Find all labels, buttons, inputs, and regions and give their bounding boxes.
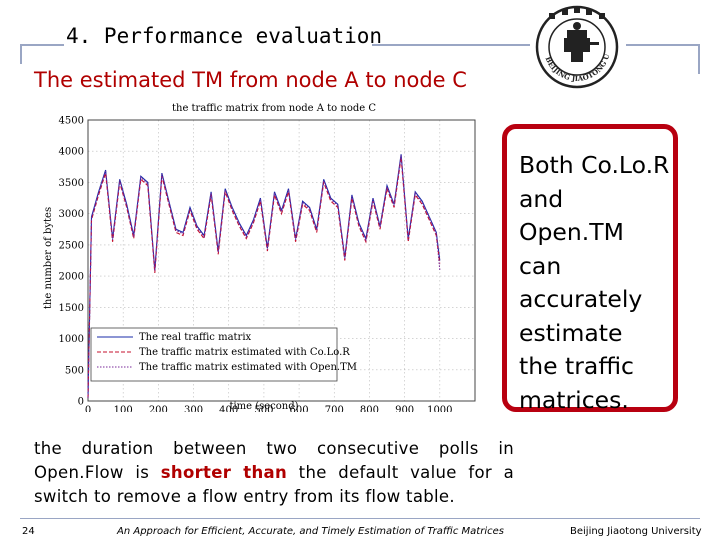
chart-y-axis-label: the number of bytes bbox=[43, 207, 54, 309]
callout-line: estimate bbox=[519, 318, 623, 347]
y-tick-label: 3500 bbox=[59, 178, 84, 189]
callout-line: the traffic bbox=[519, 352, 634, 380]
body-text-part2: the default value for a switch to remove… bbox=[34, 463, 514, 506]
frame-left-line bbox=[20, 44, 22, 64]
x-tick-label: 600 bbox=[290, 405, 309, 412]
chart-plot-frame bbox=[87, 119, 476, 402]
chart-title: the traffic matrix from node A to node C bbox=[172, 103, 376, 114]
series-line-3 bbox=[87, 155, 441, 398]
slide-subtitle: The estimated TM from node A to node C bbox=[34, 68, 467, 92]
y-tick-label: 500 bbox=[65, 365, 84, 376]
frame-right-line bbox=[698, 44, 700, 74]
section-title: 4. Performance evaluation bbox=[66, 24, 383, 48]
x-tick-label: 200 bbox=[149, 405, 168, 412]
body-highlight: shorter than bbox=[160, 463, 288, 482]
legend-label: The real traffic matrix bbox=[139, 332, 252, 343]
body-text-part1: the duration between two consecutive pol… bbox=[34, 439, 514, 482]
y-tick-label: 3000 bbox=[59, 209, 84, 220]
callout-line: can bbox=[519, 251, 562, 280]
chart-series-lines bbox=[87, 154, 441, 398]
frame-bottom-line bbox=[20, 518, 700, 519]
frame-top-right-line bbox=[372, 44, 530, 46]
callout-line: Both Co.Lo.R bbox=[519, 151, 670, 179]
footer-paper-title: An Approach for Efficient, Accurate, and… bbox=[117, 526, 504, 537]
page-number: 24 bbox=[22, 526, 35, 537]
legend-label: The traffic matrix estimated with Co.Lo.… bbox=[139, 347, 350, 358]
y-tick-label: 0 bbox=[78, 397, 84, 408]
chart-x-axis-label: time (second) bbox=[229, 401, 298, 412]
body-paragraph: the duration between two consecutive pol… bbox=[34, 437, 514, 509]
x-tick-label: 1000 bbox=[427, 405, 452, 412]
y-tick-label: 1500 bbox=[59, 303, 84, 314]
y-tick-label: 2000 bbox=[59, 272, 84, 283]
callout-line: matrices. bbox=[519, 385, 629, 414]
x-tick-label: 100 bbox=[114, 405, 133, 412]
conclusion-callout: Both Co.Lo.R and Open.TM can accurately … bbox=[502, 124, 678, 414]
frame-top-left-line bbox=[20, 44, 64, 46]
callout-line: accurately bbox=[519, 285, 643, 313]
university-seal-icon: BEIJING JIAOTONG UNIVERSITY bbox=[531, 4, 619, 89]
chart-legend: The real traffic matrix The traffic matri… bbox=[90, 327, 357, 382]
y-tick-label: 2500 bbox=[59, 240, 84, 251]
x-tick-label: 500 bbox=[254, 405, 273, 412]
y-tick-label: 1000 bbox=[59, 334, 84, 345]
frame-top-far-right-line bbox=[626, 44, 700, 46]
x-tick-label: 300 bbox=[184, 405, 203, 412]
x-tick-label: 700 bbox=[325, 405, 344, 412]
callout-line: and bbox=[519, 184, 564, 213]
x-tick-label: 400 bbox=[219, 405, 238, 412]
footer-university: Beijing Jiaotong University bbox=[570, 526, 702, 537]
x-tick-label: 900 bbox=[395, 405, 414, 412]
y-tick-label: 4500 bbox=[59, 116, 84, 127]
y-tick-label: 4000 bbox=[59, 147, 84, 158]
chart-ticks: 0 500 1000 1500 2000 2500 3000 3500 4000 4500 0 100… bbox=[59, 116, 453, 413]
x-tick-label: 0 bbox=[85, 405, 91, 412]
legend-label: The traffic matrix estimated with Open.T… bbox=[139, 362, 357, 373]
callout-line: Open.TM bbox=[519, 218, 624, 246]
x-tick-label: 800 bbox=[360, 405, 379, 412]
traffic-matrix-chart: 0 500 1000 1500 2000 2500 3000 3500 4000 4500 0 100… bbox=[43, 103, 476, 413]
